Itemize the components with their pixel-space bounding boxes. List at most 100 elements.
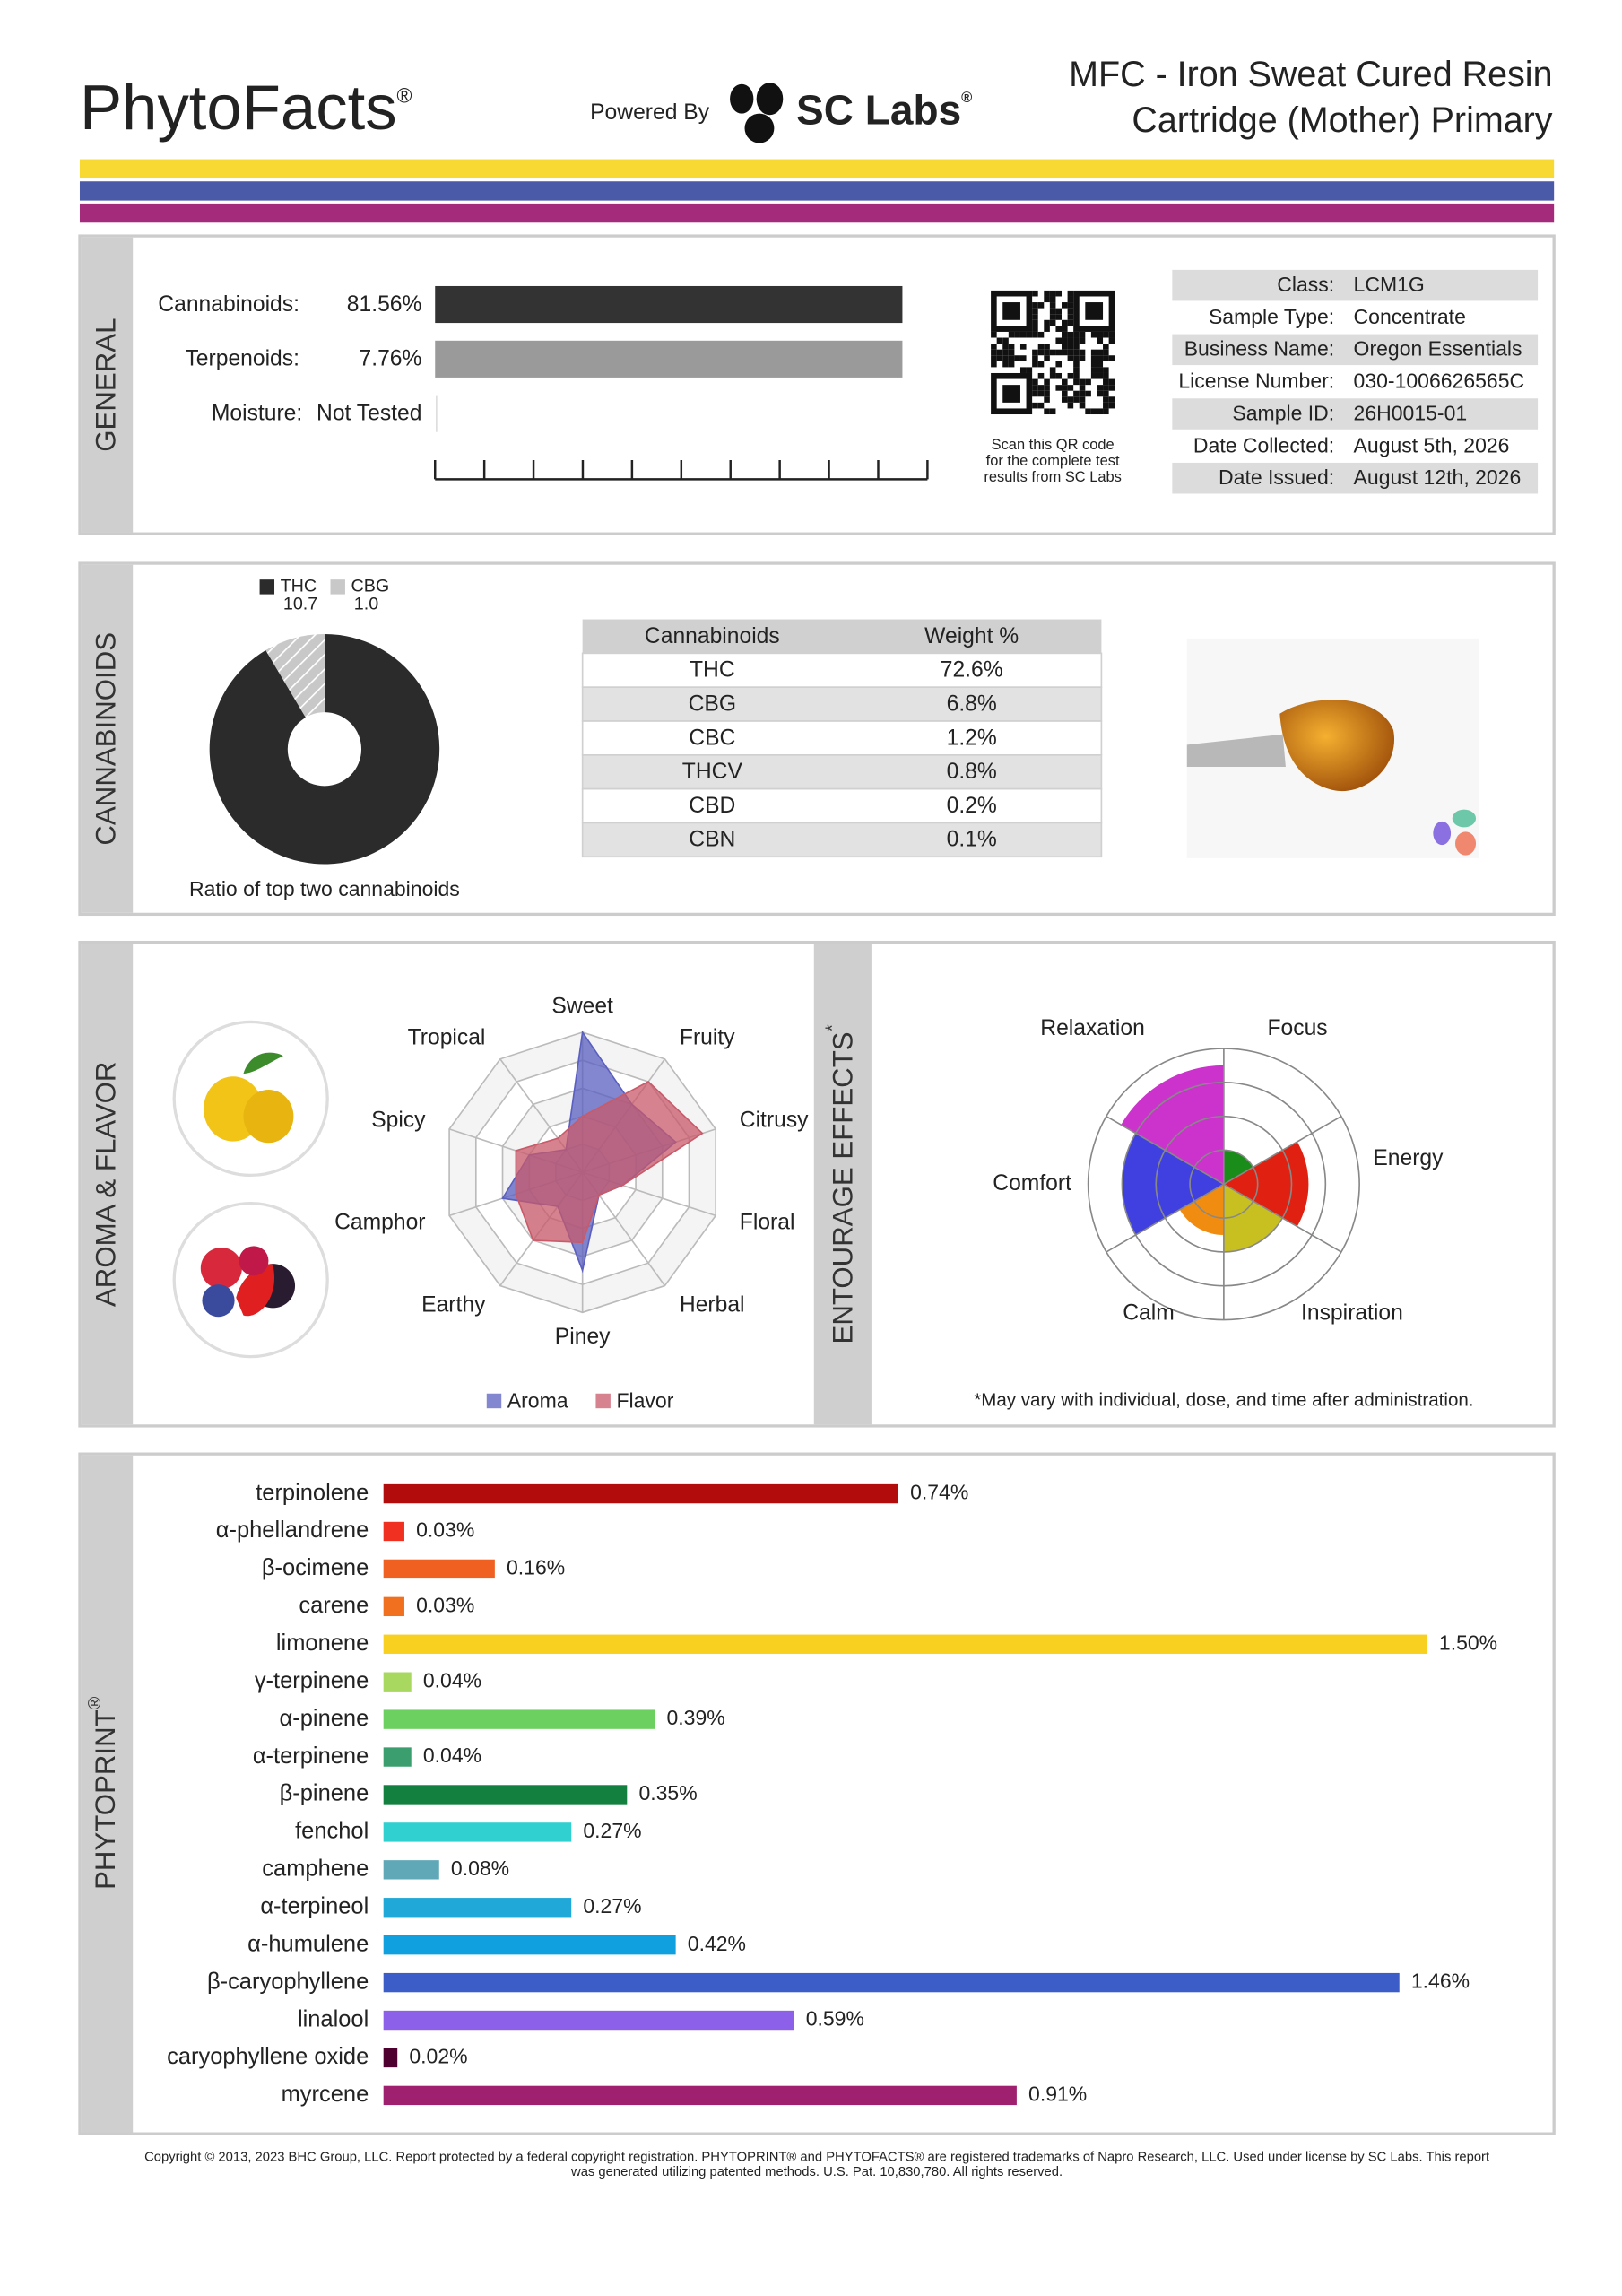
qr-cell <box>1044 396 1050 403</box>
qr-cell <box>1055 372 1063 379</box>
polar-sector <box>1223 1142 1309 1227</box>
qr-cell <box>1002 355 1009 361</box>
polar-label: Inspiration <box>1301 1300 1403 1325</box>
legend-value: 1.0 <box>354 594 378 613</box>
qr-cell <box>1032 314 1038 320</box>
terpene-value: 0.03% <box>416 1593 474 1616</box>
qr-cell <box>1055 337 1063 344</box>
qr-cell <box>1067 319 1074 326</box>
qr-cell <box>1073 361 1080 368</box>
qr-cell <box>1049 349 1056 356</box>
qr-cell <box>1055 385 1063 391</box>
info-label: Sample Type: <box>1209 305 1334 328</box>
qr-cell <box>1108 378 1115 386</box>
legend-label: THC <box>281 577 317 596</box>
row-label: Moisture: <box>212 402 302 426</box>
info-row <box>1172 462 1539 494</box>
qr-cell <box>1073 337 1080 344</box>
terpene-bar <box>383 2010 794 2031</box>
legend-swatch <box>330 579 345 595</box>
terpene-value: 1.50% <box>1439 1631 1497 1654</box>
brand: PhytoFacts® <box>80 72 412 143</box>
terpene-bar <box>383 1785 628 1805</box>
polar-spoke <box>1106 1115 1225 1185</box>
qr-cell <box>1103 402 1109 409</box>
qr-cell <box>1037 331 1045 338</box>
info-value: Concentrate <box>1354 305 1466 328</box>
section-mark: * <box>821 1024 843 1031</box>
qr-cell <box>996 337 1003 344</box>
qr-cell <box>1049 319 1056 326</box>
terpene-value: 0.59% <box>806 2007 864 2031</box>
qr-cell <box>1067 290 1074 297</box>
polar-spoke <box>1223 1115 1342 1185</box>
qr-cell <box>1079 349 1086 356</box>
qr-cell <box>1090 349 1097 356</box>
qr-cell <box>1032 302 1038 309</box>
terpene-name: α-terpinene <box>253 1744 369 1769</box>
powered-by: Powered By <box>590 100 710 125</box>
qr-cell <box>1073 349 1080 356</box>
qr-cell <box>1019 367 1027 373</box>
qr-cell <box>1008 355 1015 361</box>
terpene-name: linalool <box>298 2006 369 2031</box>
radar-label: Camphor <box>334 1211 425 1235</box>
table-header <box>582 619 1102 654</box>
qr-cell <box>991 349 997 356</box>
qr-cell <box>1044 408 1050 415</box>
terpene-bar <box>383 1972 1400 1993</box>
section-label: PHYTOPRINT® <box>85 1696 121 1890</box>
table-row <box>581 652 1103 689</box>
terpene-value: 1.46% <box>1411 1970 1470 1993</box>
qr-finder <box>1085 302 1104 320</box>
level-bar <box>435 285 903 324</box>
qr-cell <box>1067 314 1074 320</box>
qr-cell <box>1097 385 1104 391</box>
qr-cell <box>1079 331 1086 338</box>
berries-icon <box>172 1202 329 1359</box>
terpene-name: α-terpineol <box>260 1893 369 1918</box>
qr-cell <box>1079 378 1086 386</box>
qr-cell <box>1055 326 1063 332</box>
table-header-cell: Weight % <box>924 624 1019 648</box>
qr-cell <box>1073 372 1080 379</box>
legend-label: Flavor <box>616 1389 673 1413</box>
qr-cell <box>1032 378 1038 386</box>
qr-cell <box>1090 367 1097 373</box>
terpene-value: 0.91% <box>1028 2082 1087 2105</box>
qr-cell <box>1049 302 1056 309</box>
qr-cell <box>1090 408 1097 415</box>
info-value: August 12th, 2026 <box>1354 465 1522 489</box>
qr-finder <box>991 372 1033 415</box>
stripe <box>79 159 1555 178</box>
qr-cell <box>1097 337 1104 344</box>
qr-cell <box>991 331 997 338</box>
terpene-bar <box>383 1860 439 1880</box>
qr-cell <box>1067 308 1074 315</box>
legend-value: 10.7 <box>283 594 317 613</box>
qr-cell <box>1026 367 1033 373</box>
info-label: Business Name: <box>1184 337 1334 361</box>
info-row <box>1172 398 1539 430</box>
qr-finder <box>1002 385 1020 403</box>
qr-cell <box>1049 367 1056 373</box>
qr-cell <box>1097 390 1104 397</box>
polar-label: Calm <box>1123 1300 1175 1325</box>
qr-cell <box>1079 337 1086 344</box>
qr-cell <box>1002 349 1009 356</box>
info-label: Class: <box>1277 273 1334 296</box>
table-cell: 1.2% <box>947 726 997 750</box>
qr-cell <box>1067 402 1074 409</box>
lab-mark: ® <box>961 91 972 107</box>
qr-cell <box>991 344 997 350</box>
note: *May vary with individual, dose, and tim… <box>974 1389 1473 1410</box>
terpene-value: 0.27% <box>583 1819 641 1842</box>
qr-cell <box>1062 349 1068 356</box>
terpene-name: γ-terpinene <box>255 1668 369 1693</box>
terpene-value: 0.35% <box>638 1781 697 1805</box>
info-row <box>1172 334 1539 366</box>
stripe <box>79 203 1555 223</box>
qr-cell <box>1044 390 1050 397</box>
brand-name: PhytoFacts <box>80 72 397 143</box>
qr-cell <box>1103 385 1109 391</box>
